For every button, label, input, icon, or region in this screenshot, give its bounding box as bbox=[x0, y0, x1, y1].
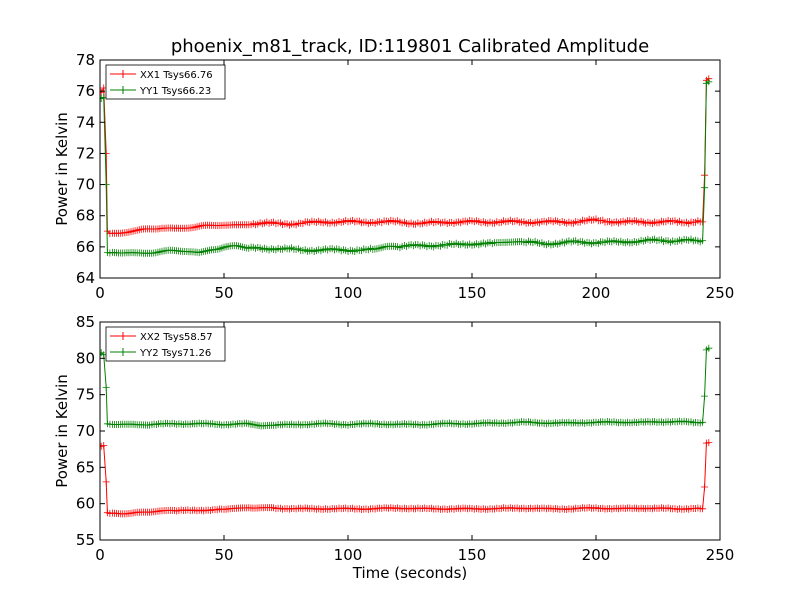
top-y-tick-label: 74 bbox=[76, 113, 95, 131]
top-plot-frame bbox=[99, 59, 721, 279]
bottom-legend: XX2 Tsys58.57 YY2 Tsys71.26 bbox=[105, 326, 226, 362]
top-x-tick-label: 50 bbox=[214, 284, 233, 302]
bottom-y-tick-label: 65 bbox=[76, 458, 95, 476]
bottom-panel: 0 50 100 150 200 250 55 60 65 70 75 80 85 Power in K… bbox=[53, 313, 734, 582]
top-y-tick-label: 68 bbox=[76, 207, 95, 225]
bottom-legend-label-yy2: YY2 Tsys71.26 bbox=[139, 348, 211, 359]
top-legend-marker-xx1 bbox=[119, 70, 127, 78]
top-y-tick-label: 66 bbox=[76, 238, 95, 256]
top-x-tick-label: 150 bbox=[458, 284, 487, 302]
bottom-legend-label-xx2: XX2 Tsys58.57 bbox=[140, 332, 213, 343]
bottom-series-markers-1 bbox=[100, 344, 713, 430]
bottom-x-tick-label: 0 bbox=[95, 546, 105, 564]
bottom-x-tick-label: 150 bbox=[458, 546, 487, 564]
bottom-y-tick-label: 60 bbox=[76, 495, 95, 513]
top-x-tick-label: 100 bbox=[334, 284, 363, 302]
bottom-legend-marker-yy2 bbox=[119, 348, 127, 356]
chart-title: phoenix_m81_track, ID:119801 Calibrated … bbox=[171, 36, 649, 57]
bottom-x-tick-label: 200 bbox=[582, 546, 611, 564]
top-y-tick-label: 70 bbox=[76, 176, 95, 194]
x-axis-label: Time (seconds) bbox=[352, 564, 468, 582]
top-panel: 0 50 100 150 200 250 64 66 68 70 72 74 76 78 Power in… bbox=[53, 51, 734, 302]
top-series-markers-1 bbox=[100, 78, 713, 257]
top-y-tick-label: 78 bbox=[76, 51, 95, 69]
top-series-markers-0 bbox=[100, 75, 713, 238]
bottom-y-tick-label: 85 bbox=[76, 313, 95, 331]
bottom-y-tick-label: 75 bbox=[76, 386, 95, 404]
top-x-tick-label: 0 bbox=[95, 284, 105, 302]
top-y-tick-label: 72 bbox=[76, 144, 95, 162]
top-legend-marker-yy1 bbox=[119, 86, 127, 94]
top-legend-label-yy1: YY1 Tsys66.23 bbox=[139, 86, 211, 97]
bottom-y-tick-label: 70 bbox=[76, 422, 95, 440]
top-legend: XX1 Tsys66.76 YY1 Tsys66.23 bbox=[105, 64, 226, 100]
bottom-y-axis-label: Power in Kelvin bbox=[53, 374, 71, 488]
bottom-legend-marker-xx2 bbox=[119, 332, 127, 340]
bottom-y-tick-label: 55 bbox=[76, 531, 95, 549]
top-y-axis-label: Power in Kelvin bbox=[53, 112, 71, 226]
bottom-legend-box bbox=[105, 326, 226, 362]
bottom-x-tick-label: 250 bbox=[706, 546, 735, 564]
top-x-tick-label: 200 bbox=[582, 284, 611, 302]
top-legend-box bbox=[105, 64, 226, 100]
bottom-x-tick-label: 100 bbox=[334, 546, 363, 564]
bottom-series-markers-0 bbox=[100, 439, 713, 518]
bottom-x-tick-label: 50 bbox=[214, 546, 233, 564]
top-y-tick-label: 76 bbox=[76, 82, 95, 100]
top-legend-label-xx1: XX1 Tsys66.76 bbox=[140, 70, 213, 81]
bottom-y-tick-label: 80 bbox=[76, 349, 95, 367]
top-x-tick-label: 250 bbox=[706, 284, 735, 302]
top-y-tick-label: 64 bbox=[76, 269, 95, 287]
